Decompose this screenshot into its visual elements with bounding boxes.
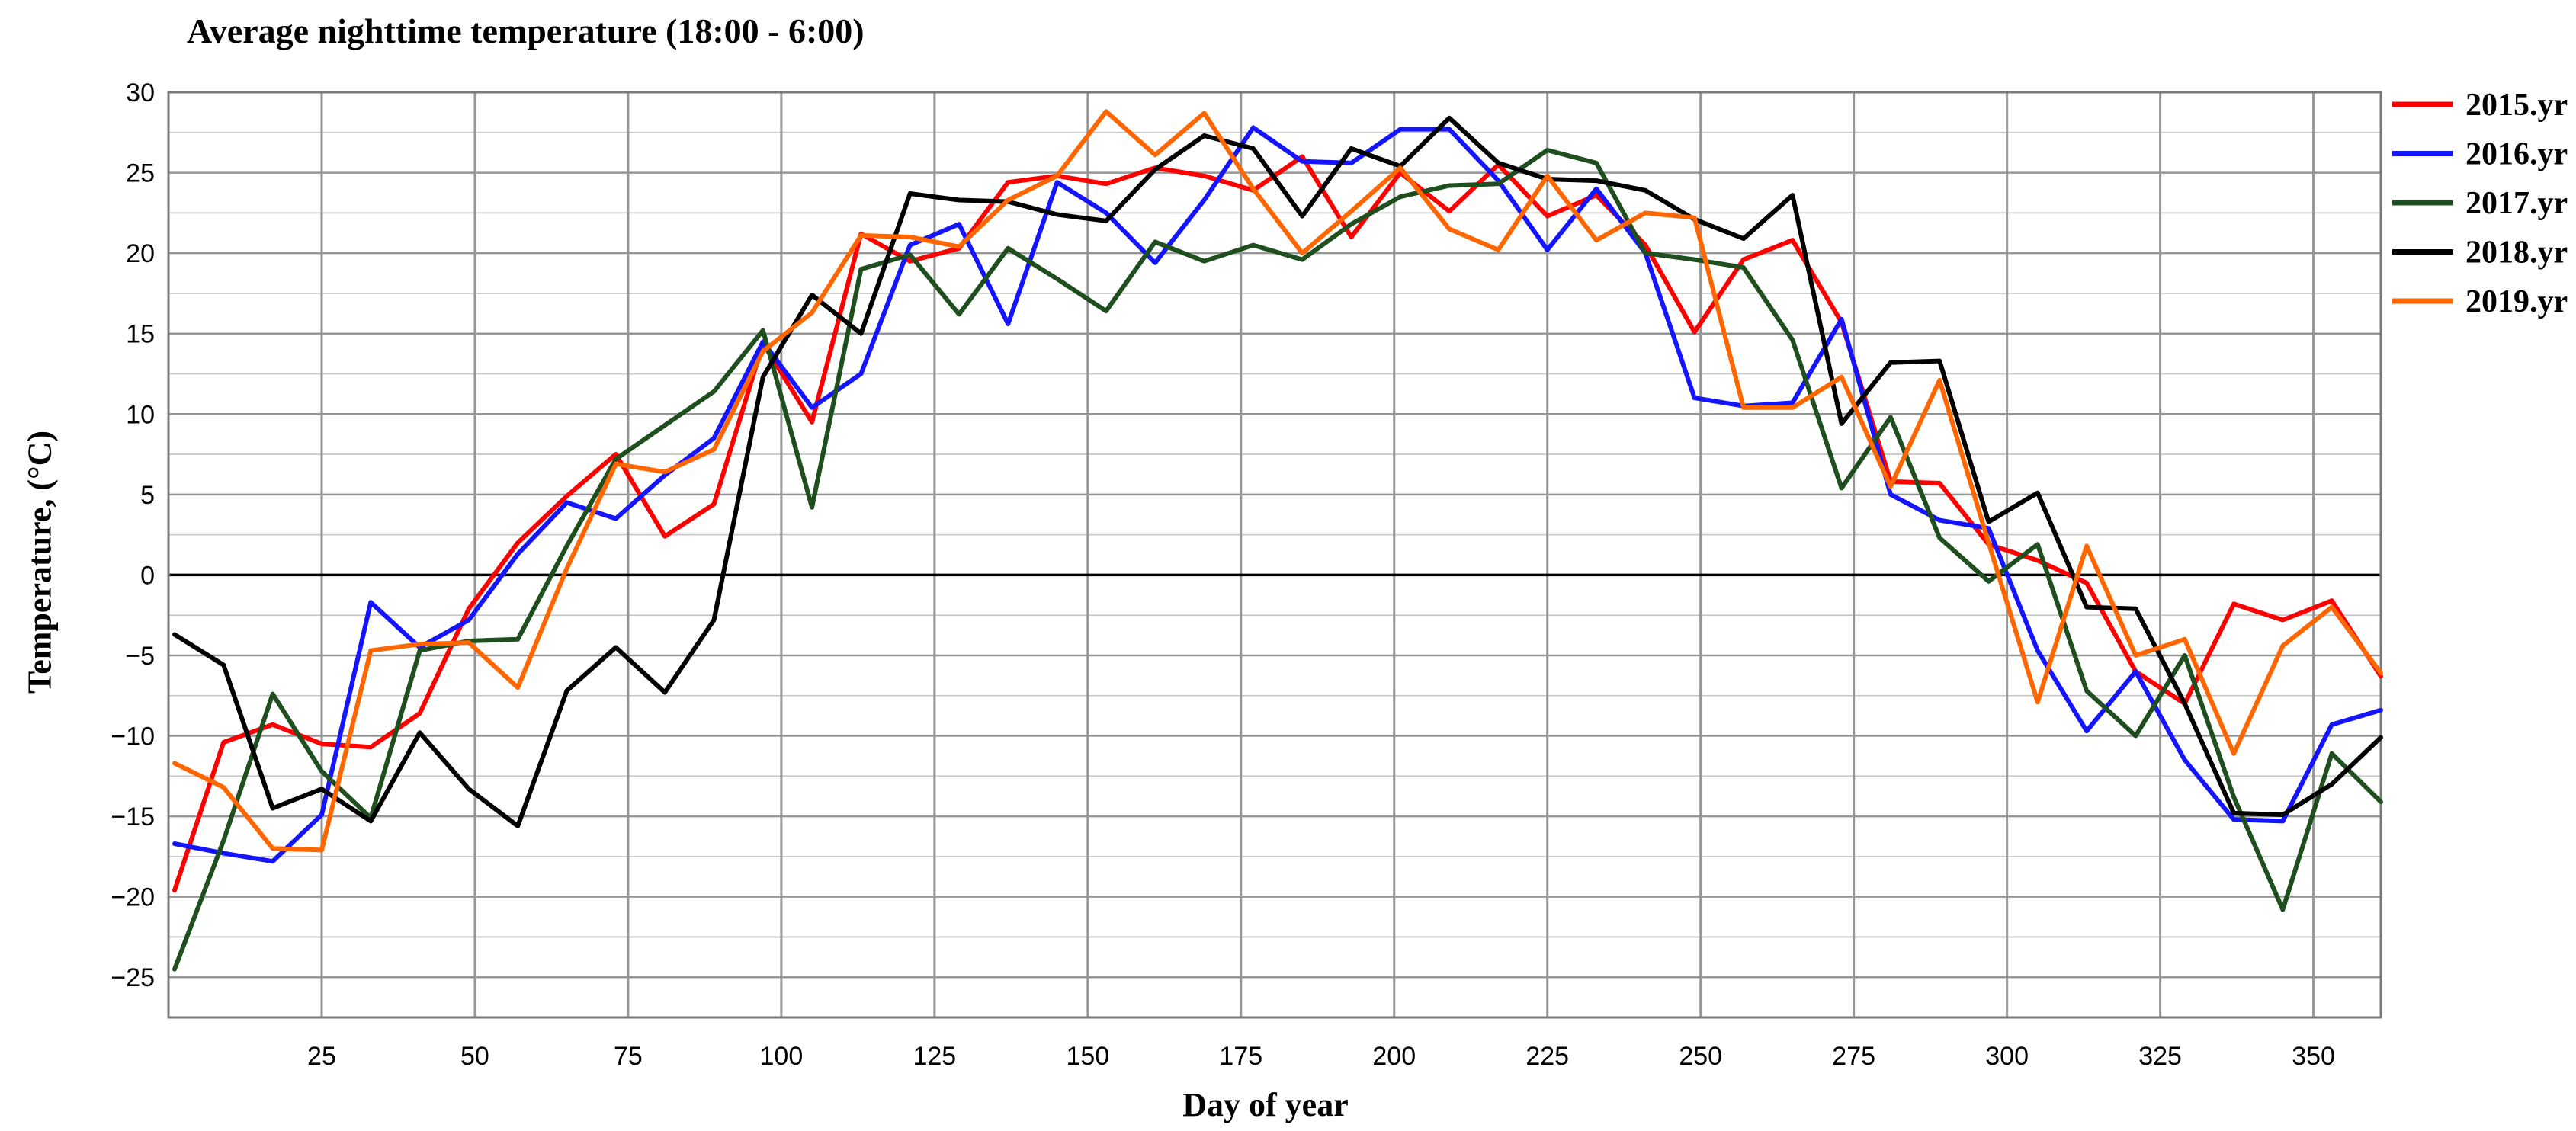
x-tick-label: 25 bbox=[307, 1042, 336, 1071]
legend-item: 2019.yr bbox=[2392, 284, 2568, 319]
y-tick-label: −20 bbox=[111, 883, 155, 912]
series-line-2019yr bbox=[172, 109, 2383, 853]
y-tick-label: 15 bbox=[126, 320, 155, 349]
y-tick-label: −25 bbox=[111, 963, 155, 992]
x-tick-label: 125 bbox=[913, 1042, 956, 1071]
y-tick-label: 10 bbox=[126, 400, 155, 429]
legend-item: 2016.yr bbox=[2392, 137, 2568, 172]
x-tick-label: 350 bbox=[2292, 1042, 2335, 1071]
chart-title: Average nighttime temperature (18:00 - 6… bbox=[187, 11, 865, 50]
y-tick-label: 20 bbox=[126, 239, 155, 268]
y-tick-label: −15 bbox=[111, 803, 155, 831]
x-tick-label: 225 bbox=[1525, 1042, 1569, 1071]
y-tick-label: 0 bbox=[140, 561, 155, 590]
plot-frame bbox=[167, 91, 2382, 1019]
x-tick-label: 275 bbox=[1832, 1042, 1875, 1071]
legend-item: 2017.yr bbox=[2392, 186, 2568, 221]
x-tick-label: 325 bbox=[2138, 1042, 2182, 1071]
y-tick-label: 30 bbox=[126, 78, 155, 107]
x-tick-label: 300 bbox=[1985, 1042, 2029, 1071]
y-tick-label: 5 bbox=[140, 481, 155, 510]
x-tick-label: 50 bbox=[460, 1042, 489, 1071]
legend-label-2017yr: 2017.yr bbox=[2465, 186, 2568, 221]
y-tick-label: −10 bbox=[111, 722, 155, 751]
legend-label-2015yr: 2015.yr bbox=[2465, 88, 2568, 123]
x-tick-label: 100 bbox=[760, 1042, 804, 1071]
x-tick-label: 175 bbox=[1219, 1042, 1262, 1071]
series-line-2015yr bbox=[172, 154, 2383, 893]
y-tick-label: 25 bbox=[126, 159, 155, 188]
legend-item: 2015.yr bbox=[2392, 88, 2568, 123]
legend-item: 2018.yr bbox=[2392, 235, 2568, 271]
legend-label-2019yr: 2019.yr bbox=[2465, 284, 2568, 319]
series-line-2018yr bbox=[172, 115, 2383, 828]
x-axis-title: Day of year bbox=[1182, 1086, 1349, 1123]
y-tick-label: −5 bbox=[125, 642, 155, 671]
legend-label-2016yr: 2016.yr bbox=[2465, 137, 2568, 172]
legend-label-2018yr: 2018.yr bbox=[2465, 235, 2568, 271]
series-line-2017yr bbox=[172, 148, 2383, 972]
x-tick-label: 150 bbox=[1066, 1042, 1109, 1071]
x-tick-label: 250 bbox=[1679, 1042, 1722, 1071]
x-tick-label: 75 bbox=[614, 1042, 643, 1071]
series-line-2016yr bbox=[172, 125, 2383, 864]
x-tick-label: 200 bbox=[1372, 1042, 1416, 1071]
